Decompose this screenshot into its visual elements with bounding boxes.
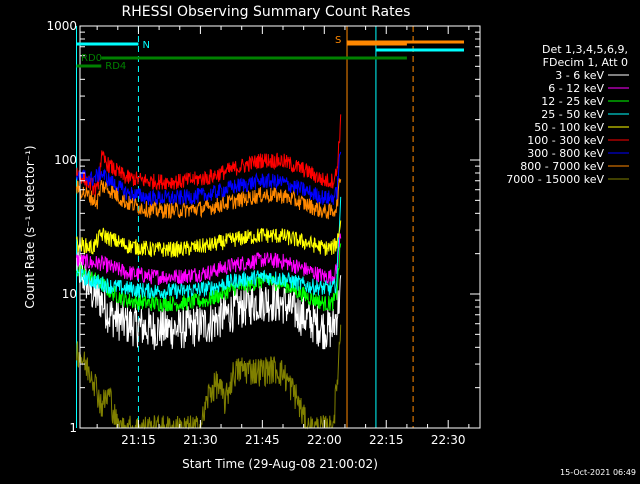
legend-header-line: Det 1,3,4,5,6,9, (542, 43, 628, 56)
series-line-3 (76, 196, 342, 300)
flag-label: S (335, 35, 341, 46)
series-line-8 (76, 324, 342, 430)
y-tick-label: 1 (69, 421, 77, 435)
legend-entry-label: 300 - 800 keV (527, 147, 604, 160)
legend-entry-label: 100 - 300 keV (527, 134, 604, 147)
flag-label: N (142, 40, 149, 51)
plot-frame (79, 25, 481, 429)
legend-entry-label: 7000 - 15000 keV (506, 173, 604, 186)
series-line-4 (76, 220, 342, 258)
x-tick-label: 22:15 (369, 433, 404, 447)
flag-label: RD0 (81, 53, 102, 64)
x-tick-label: 21:30 (183, 433, 218, 447)
legend-entry-label: 12 - 25 keV (541, 95, 604, 108)
legend-entry-label: 50 - 100 keV (534, 121, 604, 134)
series-line-1 (76, 233, 342, 286)
legend-entry-label: 25 - 50 keV (541, 108, 604, 121)
y-tick-label: 100 (54, 153, 77, 167)
x-axis-label: Start Time (29-Aug-08 21:00:02) (182, 457, 378, 471)
legend-entry-label: 6 - 12 keV (548, 82, 604, 95)
legend-entry-label: 3 - 6 keV (555, 69, 604, 82)
x-tick-label: 22:00 (307, 433, 342, 447)
timestamp: 15-Oct-2021 06:49 (560, 468, 636, 477)
x-tick-label: 22:30 (431, 433, 466, 447)
x-tick-label: 21:15 (121, 433, 156, 447)
legend-entry-label: 800 - 7000 keV (520, 160, 604, 173)
series-line-2 (76, 243, 342, 312)
series-line-0 (76, 244, 342, 350)
chart-title: RHESSI Observing Summary Count Rates (122, 4, 411, 20)
y-axis-label: Count Rate (s⁻¹ detector⁻¹) (23, 145, 37, 308)
legend-header-line: FDecim 1, Att 0 (543, 56, 628, 69)
series-line-5 (76, 114, 342, 198)
y-tick-label: 1000 (46, 19, 77, 33)
y-tick-label: 10 (62, 287, 77, 301)
flag-label: RD4 (105, 61, 126, 72)
x-tick-label: 21:45 (245, 433, 280, 447)
series-line-6 (76, 151, 342, 207)
series-line-7 (76, 178, 342, 220)
